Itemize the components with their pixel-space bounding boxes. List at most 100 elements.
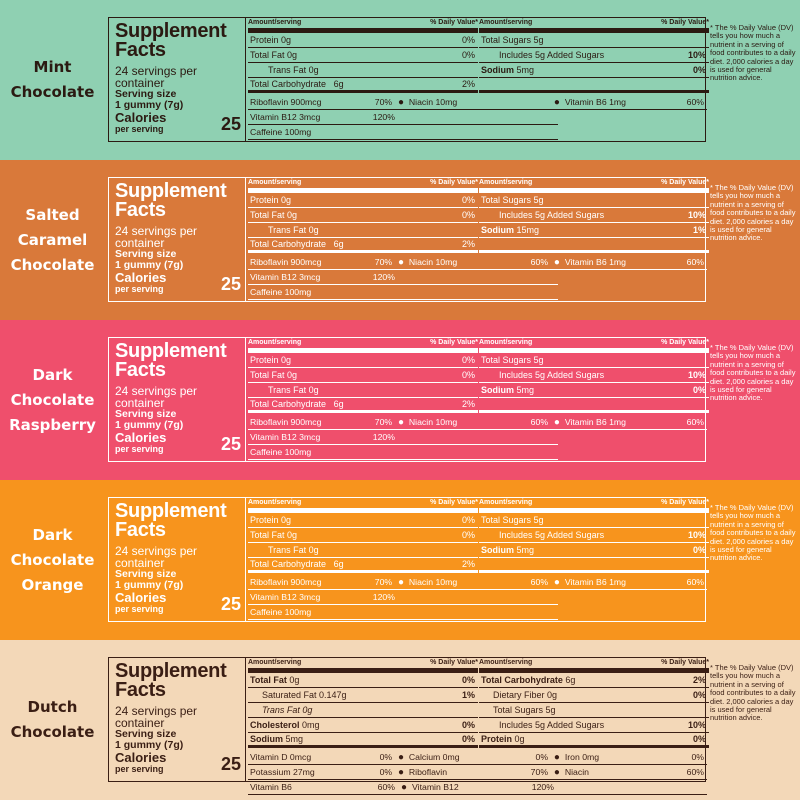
micronutrient: Caffeine 100mg	[248, 607, 398, 617]
micronutrient: Niacin 10mg 60%	[407, 257, 551, 267]
micronutrient: Riboflavin 900mcg 70%	[248, 257, 395, 267]
nutrition-row: Trans Fat 0g	[248, 543, 478, 558]
nutrition-label: Includes 5g Added Sugars	[499, 50, 605, 60]
nutrition-label: Total Carbohydrate 6g	[250, 239, 344, 249]
bullet-icon: ●	[397, 416, 405, 428]
micronutrient: Caffeine 100mg	[248, 127, 398, 137]
micronutrient-row: Vitamin B12 3mcg 120%	[248, 110, 558, 125]
micronutrient: Vitamin B6 1mg 60%	[563, 417, 707, 427]
micronutrient-dv: 0%	[535, 752, 549, 762]
nutrition-label: Protein 0g	[250, 355, 292, 365]
micronutrient-label: Vitamin B12 3mcg	[250, 432, 321, 442]
nutrition-row: Total Fat 0g 0%	[248, 673, 478, 688]
nutrition-label: Saturated Fat 0.147g	[262, 690, 347, 700]
column-header: Amount/serving % Daily Value*	[479, 338, 709, 353]
amount-header: Amount/serving	[248, 659, 302, 666]
micronutrient-dv: 60%	[377, 782, 395, 792]
nutrition-label: Total Sugars 5g	[481, 195, 544, 205]
flavor-name-line: Mint	[33, 58, 72, 76]
bullet-icon: ●	[397, 766, 405, 778]
bullet-icon: ●	[397, 96, 405, 108]
flavor-name-line: Chocolate	[10, 723, 95, 741]
flavor-name: Dutch Chocolate	[0, 640, 105, 800]
micronutrient-label: Vitamin B6 1mg	[564, 257, 626, 267]
nutrition-dv: 0%	[692, 65, 706, 75]
supplement-facts-panel: Supplement Facts 24 servings per contain…	[108, 177, 709, 302]
micronutrient-label: Niacin 10mg	[408, 97, 458, 107]
nutrition-label: Total Sugars 5g	[481, 35, 544, 45]
flavor-band: Dark Chocolate Orange Supplement Facts 24 …	[0, 480, 800, 640]
nutrition-row: Total Sugars 5g	[479, 353, 709, 368]
nutrition-row: Total Carbohydrate 6g 2%	[479, 673, 709, 688]
micronutrient-label: Caffeine 100mg	[250, 447, 312, 457]
calories-value: 25	[220, 594, 241, 614]
facts-summary: Supplement Facts 24 servings per contain…	[109, 18, 246, 141]
flavor-band: Salted Caramel Chocolate Supplement Facts …	[0, 160, 800, 320]
nutrition-row	[479, 558, 709, 573]
nutrition-label: Total Fat 0g	[250, 50, 298, 60]
micronutrient: Vitamin B12 3mcg 120%	[248, 112, 398, 122]
micronutrient-grid: Riboflavin 900mcg 70% ● Niacin 10mg ● Vi…	[248, 95, 707, 140]
calories-value: 25	[220, 274, 241, 294]
nutrition-row: Total Carbohydrate 6g 2%	[248, 238, 478, 253]
flavor-name-line: Chocolate	[10, 255, 95, 274]
facts-title: Supplement Facts	[115, 340, 227, 381]
micronutrient-label: Vitamin B12 3mcg	[250, 112, 321, 122]
flavor-band: Dutch Chocolate Supplement Facts 24 servi…	[0, 640, 800, 800]
nutrition-dv: 1%	[461, 690, 475, 700]
nutrition-label: Total Sugars 5g	[481, 355, 544, 365]
servings-per-container: 24 servings per container	[115, 224, 198, 250]
bullet-icon: ●	[397, 576, 405, 588]
nutrition-label: Sodium 15mg	[481, 225, 540, 235]
nutrition-row: Cholesterol 0mg 0%	[248, 718, 478, 733]
nutrition-label: Trans Fat 0g	[268, 225, 319, 235]
micronutrient-label: Riboflavin 900mcg	[250, 97, 322, 107]
nutrition-row: Saturated Fat 0.147g 1%	[248, 688, 478, 703]
nutrition-row: Total Sugars 5g	[479, 703, 709, 718]
supplement-facts-panel: Supplement Facts 24 servings per contain…	[108, 17, 709, 142]
flavor-name: Dark Chocolate Orange	[0, 480, 105, 640]
micronutrient: Caffeine 100mg	[248, 447, 398, 457]
nutrition-label: Total Carbohydrate 6g	[250, 79, 344, 89]
micronutrient-grid: Riboflavin 900mcg 70% ● Niacin 10mg 60% …	[248, 415, 707, 460]
micronutrient-dv: 70%	[374, 417, 393, 427]
micronutrient-dv: 70%	[374, 97, 393, 107]
micronutrient-label: Riboflavin 900mcg	[250, 577, 322, 587]
amount-header: Amount/serving	[479, 179, 533, 186]
amount-header: Amount/serving	[479, 19, 533, 26]
micronutrient-label: Vitamin B12 3mcg	[250, 272, 321, 282]
flavor-name-line: Caramel	[17, 230, 88, 249]
micronutrient-label: Vitamin D 0mcg	[250, 752, 312, 762]
servings-per-container: 24 servings per container	[115, 544, 198, 570]
column-header: Amount/serving % Daily Value*	[479, 18, 709, 33]
nutrition-dv: 0%	[461, 35, 475, 45]
nutrition-row: Total Fat 0g 0%	[248, 368, 478, 383]
micronutrient: Vitamin B6 1mg 60%	[563, 97, 707, 107]
micronutrient-dv: 60%	[686, 97, 704, 107]
nutrition-dv: 0%	[692, 545, 706, 555]
micronutrient-dv: 120%	[531, 782, 554, 792]
nutrition-label: Includes 5g Added Sugars	[499, 720, 605, 730]
nutrition-dv: 0%	[461, 210, 475, 220]
dv-header: % Daily Value*	[661, 19, 709, 26]
column-header: Amount/serving % Daily Value*	[248, 498, 478, 513]
dv-header: % Daily Value*	[430, 499, 478, 506]
amount-header: Amount/serving	[479, 339, 533, 346]
nutrition-row: Trans Fat 0g	[248, 223, 478, 238]
nutrition-label: Protein 0g	[250, 515, 292, 525]
nutrition-row: Total Fat 0g 0%	[248, 528, 478, 543]
nutrition-label: Total Carbohydrate 6g	[481, 675, 576, 685]
amount-header: Amount/serving	[248, 179, 302, 186]
nutrition-label: Trans Fat 0g	[268, 545, 319, 555]
flavor-name-line: Orange	[21, 575, 84, 594]
nutrition-dv: 2%	[692, 675, 706, 685]
micronutrient: Vitamin B6 1mg 60%	[563, 257, 707, 267]
micronutrient-dv: 0%	[379, 752, 393, 762]
nutrition-dv: 0%	[461, 675, 475, 685]
nutrition-row	[479, 398, 709, 413]
serving-size-label: Serving size	[115, 408, 177, 420]
calories-value: 25	[220, 434, 241, 454]
nutrition-dv: 0%	[461, 720, 475, 730]
flavor-name-line: Chocolate	[10, 83, 95, 101]
flavor-name-line: Chocolate	[10, 550, 95, 569]
